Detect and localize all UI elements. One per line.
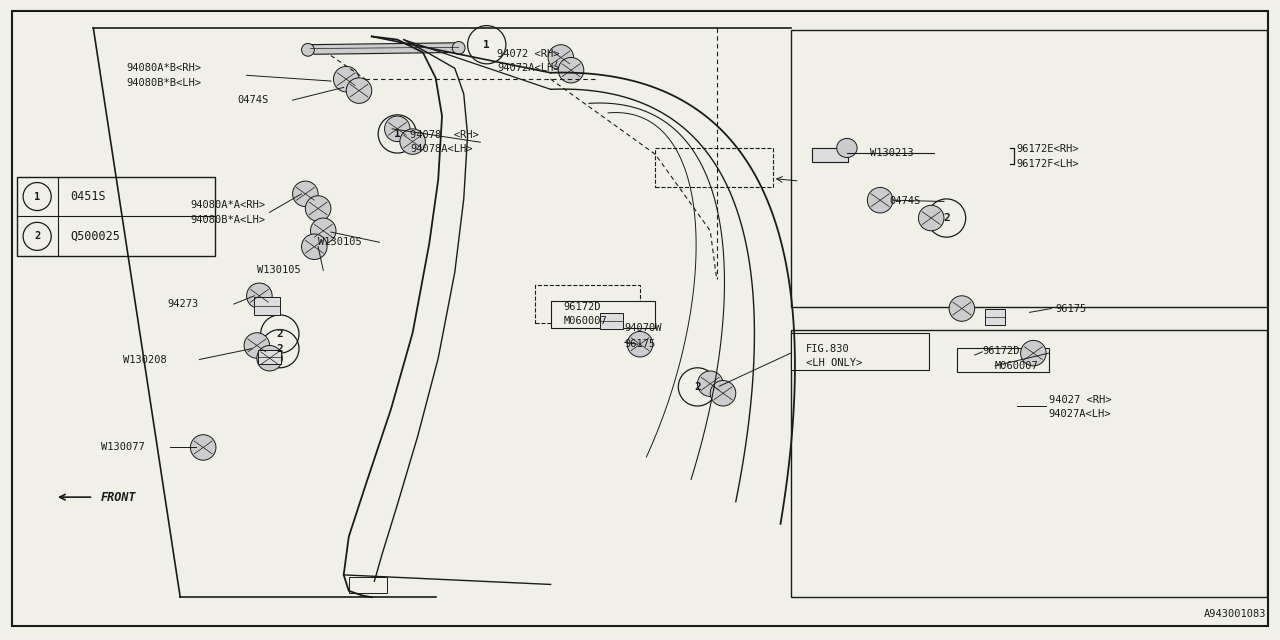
Ellipse shape (247, 283, 273, 308)
Bar (791, 30, 1267, 307)
Text: 94080A*A<RH>: 94080A*A<RH> (191, 200, 265, 211)
Bar (791, 330, 1267, 597)
Ellipse shape (868, 188, 893, 213)
Text: 94072 <RH>: 94072 <RH> (497, 49, 559, 59)
Text: 96175: 96175 (625, 339, 655, 349)
Text: 96172D: 96172D (563, 302, 600, 312)
Text: 1: 1 (394, 129, 401, 139)
Text: 94078A<LH>: 94078A<LH> (410, 144, 472, 154)
Text: 94027 <RH>: 94027 <RH> (1048, 395, 1111, 404)
Ellipse shape (710, 381, 736, 406)
Text: 0451S: 0451S (70, 190, 106, 203)
Bar (813, 148, 849, 162)
Text: 96175: 96175 (1055, 303, 1087, 314)
Text: 94027A<LH>: 94027A<LH> (1048, 410, 1111, 419)
Text: FRONT: FRONT (101, 491, 137, 504)
Ellipse shape (302, 234, 328, 259)
Ellipse shape (346, 78, 371, 103)
Bar (791, 333, 929, 370)
Ellipse shape (384, 116, 410, 141)
Ellipse shape (302, 44, 315, 56)
Text: Q500025: Q500025 (70, 230, 120, 243)
Text: 96172E<RH>: 96172E<RH> (1016, 144, 1079, 154)
Text: 2: 2 (943, 213, 950, 223)
Bar (956, 348, 1048, 372)
Ellipse shape (257, 346, 283, 371)
Text: 0474S: 0474S (890, 196, 920, 207)
Text: 2: 2 (276, 329, 283, 339)
Text: 94080A*B<RH>: 94080A*B<RH> (127, 63, 201, 74)
Ellipse shape (548, 45, 573, 70)
Ellipse shape (948, 296, 974, 321)
Text: 2: 2 (35, 232, 40, 241)
Ellipse shape (306, 196, 332, 221)
Text: 94072A<LH>: 94072A<LH> (497, 63, 559, 74)
Text: W130105: W130105 (319, 237, 362, 247)
Bar (17, 177, 215, 256)
Text: W130077: W130077 (101, 442, 145, 452)
Text: 94070W: 94070W (625, 323, 662, 333)
Text: 94080B*B<LH>: 94080B*B<LH> (127, 78, 201, 88)
Ellipse shape (919, 205, 943, 231)
Text: 1: 1 (35, 191, 40, 202)
Bar (259, 350, 282, 364)
Text: 94078  <RH>: 94078 <RH> (410, 130, 479, 140)
Bar (600, 314, 623, 329)
Text: 94080B*A<LH>: 94080B*A<LH> (191, 215, 265, 225)
Ellipse shape (627, 332, 653, 357)
Text: 96172D: 96172D (982, 346, 1020, 356)
Bar (255, 297, 280, 315)
Polygon shape (306, 43, 463, 54)
Text: M060007: M060007 (995, 361, 1039, 371)
Text: M060007: M060007 (563, 316, 607, 326)
Text: 1: 1 (484, 40, 490, 50)
Bar (655, 148, 773, 188)
Bar (550, 301, 655, 328)
Bar (984, 309, 1005, 324)
Text: 0474S: 0474S (238, 95, 269, 105)
Ellipse shape (452, 42, 465, 54)
Text: W130105: W130105 (257, 266, 301, 275)
Text: 94273: 94273 (168, 299, 198, 309)
Text: A943001083: A943001083 (1203, 609, 1266, 620)
Text: W130208: W130208 (123, 355, 166, 365)
Ellipse shape (293, 181, 319, 207)
Ellipse shape (311, 218, 337, 244)
Ellipse shape (1020, 340, 1046, 366)
Ellipse shape (698, 371, 723, 396)
Ellipse shape (399, 129, 425, 154)
Text: 2: 2 (694, 382, 701, 392)
Ellipse shape (191, 435, 216, 460)
Ellipse shape (837, 138, 858, 157)
Ellipse shape (244, 333, 270, 358)
Text: 2: 2 (276, 344, 283, 354)
Ellipse shape (558, 58, 584, 83)
Text: W130213: W130213 (870, 148, 914, 158)
Bar (535, 285, 640, 323)
Text: 96172F<LH>: 96172F<LH> (1016, 159, 1079, 169)
Text: <LH ONLY>: <LH ONLY> (806, 358, 863, 369)
Bar (348, 577, 387, 593)
Text: FIG.830: FIG.830 (806, 344, 850, 354)
Ellipse shape (334, 67, 358, 92)
